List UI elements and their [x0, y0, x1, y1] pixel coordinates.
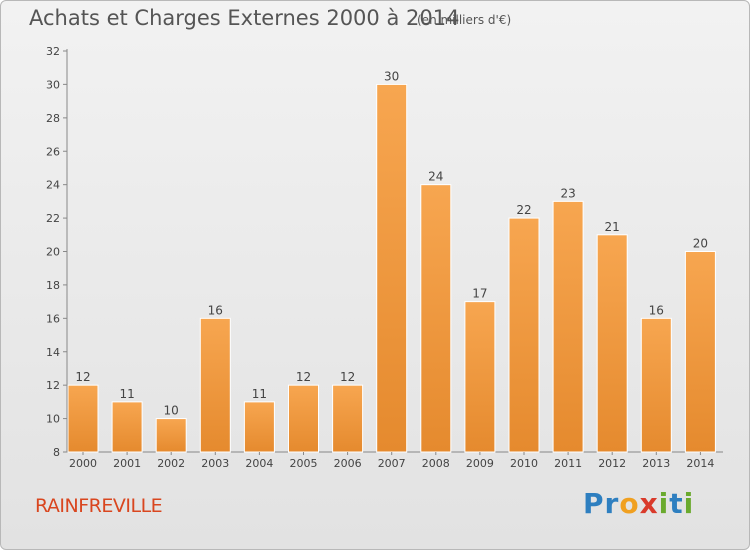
y-tick-label: 8	[53, 446, 60, 459]
bar-value-label: 23	[560, 186, 575, 200]
y-tick-label: 32	[46, 45, 60, 58]
y-tick-label: 20	[46, 246, 60, 259]
bar	[640, 317, 672, 453]
bar	[67, 384, 99, 453]
bar	[243, 401, 275, 453]
bar-value-label: 21	[605, 220, 620, 234]
bar-value-label: 12	[340, 370, 355, 384]
bar	[684, 251, 716, 453]
x-tick-label: 2005	[290, 457, 318, 470]
x-tick-label: 2010	[510, 457, 538, 470]
bar-value-label: 30	[384, 69, 399, 83]
bar-value-label: 24	[428, 170, 443, 184]
bar	[199, 317, 231, 453]
bar	[376, 83, 408, 453]
x-tick-label: 2007	[378, 457, 406, 470]
bar-value-label: 16	[649, 303, 664, 317]
x-tick-label: 2000	[69, 457, 97, 470]
commune-name: RAINFREVILLE	[35, 495, 163, 517]
bar-value-label: 11	[252, 387, 267, 401]
bar-value-label: 22	[516, 203, 531, 217]
proxiti-logo: Proxiti	[583, 487, 694, 520]
chart-subtitle: (en milliers d'€)	[417, 13, 512, 27]
bar-value-label: 17	[472, 287, 487, 301]
bar-value-label: 10	[164, 404, 179, 418]
logo-letter: i	[658, 487, 670, 520]
bar	[552, 200, 584, 453]
x-tick-label: 2006	[334, 457, 362, 470]
bar-value-label: 12	[75, 370, 90, 384]
logo-letter: o	[619, 487, 640, 520]
chart-title: Achats et Charges Externes 2000 à 2014	[29, 6, 460, 30]
y-tick-label: 28	[46, 112, 60, 125]
logo-letter: x	[639, 487, 659, 520]
x-tick-label: 2012	[598, 457, 626, 470]
x-tick-label: 2002	[157, 457, 185, 470]
x-tick-label: 2008	[422, 457, 450, 470]
y-tick-label: 12	[46, 379, 60, 392]
x-tick-label: 2013	[642, 457, 670, 470]
logo-letter: r	[604, 487, 620, 520]
bar	[288, 384, 319, 453]
bar	[508, 217, 540, 453]
x-tick-label: 2004	[245, 457, 273, 470]
logo-letter: P	[583, 487, 605, 520]
x-tick-label: 2014	[686, 457, 714, 470]
y-tick-label: 14	[46, 346, 60, 359]
y-tick-label: 16	[46, 312, 60, 325]
bar-value-label: 11	[119, 387, 134, 401]
y-tick-label: 26	[46, 145, 60, 158]
bar	[420, 184, 452, 453]
bar	[111, 401, 143, 453]
bar-value-label: 20	[693, 237, 708, 251]
x-tick-label: 2001	[113, 457, 141, 470]
y-tick-label: 24	[46, 179, 60, 192]
logo-letter: t	[669, 487, 684, 520]
bar	[596, 234, 628, 453]
x-tick-label: 2011	[554, 457, 582, 470]
y-tick-label: 22	[46, 212, 60, 225]
y-tick-label: 18	[46, 279, 60, 292]
bar-value-label: 16	[208, 303, 223, 317]
x-tick-label: 2009	[466, 457, 494, 470]
bar-value-label: 12	[296, 370, 311, 384]
logo-letter: i	[683, 487, 695, 520]
bar	[332, 384, 364, 453]
y-tick-label: 10	[46, 413, 60, 426]
bar	[155, 418, 187, 453]
bar	[464, 301, 496, 453]
y-tick-label: 30	[46, 78, 60, 91]
x-tick-label: 2003	[201, 457, 229, 470]
